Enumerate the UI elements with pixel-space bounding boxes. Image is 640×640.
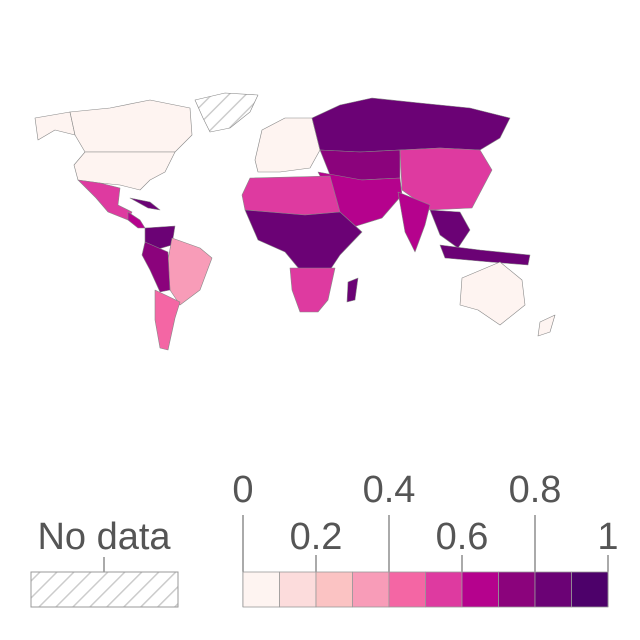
indonesia <box>439 244 531 266</box>
venezuela-colombia <box>144 225 176 251</box>
southeast-asia <box>429 209 471 249</box>
no-data-label: No data <box>37 516 171 558</box>
color-bin <box>315 571 353 608</box>
color-bin <box>461 571 499 608</box>
brazil <box>167 237 213 306</box>
argentina-chile <box>154 289 181 351</box>
canada <box>69 99 193 153</box>
usa <box>73 151 176 191</box>
tick-label: 0.2 <box>290 516 343 558</box>
world-map <box>34 92 556 351</box>
india <box>397 191 431 253</box>
no-data-swatch <box>30 571 179 608</box>
color-bin <box>352 571 390 608</box>
china <box>399 147 493 211</box>
color-bin <box>242 571 280 608</box>
russia <box>311 97 511 153</box>
color-bin <box>425 571 463 608</box>
legend: No data 0 0.2 0.4 0.6 0.8 1 <box>30 469 619 608</box>
tick-label: 1 <box>597 516 618 558</box>
color-bin <box>498 571 536 608</box>
madagascar <box>346 277 359 303</box>
greenland <box>194 92 259 133</box>
tick-label: 0 <box>232 469 253 511</box>
peru-bolivia <box>141 241 171 293</box>
mexico <box>77 179 133 221</box>
tick-label: 0.8 <box>509 469 562 511</box>
new-zealand <box>537 314 556 337</box>
caribbean <box>129 197 161 211</box>
europe <box>254 117 321 173</box>
tick-label: 0.4 <box>363 469 416 511</box>
central-africa <box>244 209 363 271</box>
alaska <box>34 111 76 141</box>
north-africa <box>241 175 341 216</box>
color-bin <box>571 571 609 608</box>
tick-label: 0.6 <box>436 516 489 558</box>
color-bin <box>279 571 317 608</box>
central-america <box>127 211 146 229</box>
color-bin <box>534 571 572 608</box>
southern-africa <box>289 267 336 313</box>
australia <box>459 261 526 326</box>
color-bin <box>388 571 426 608</box>
